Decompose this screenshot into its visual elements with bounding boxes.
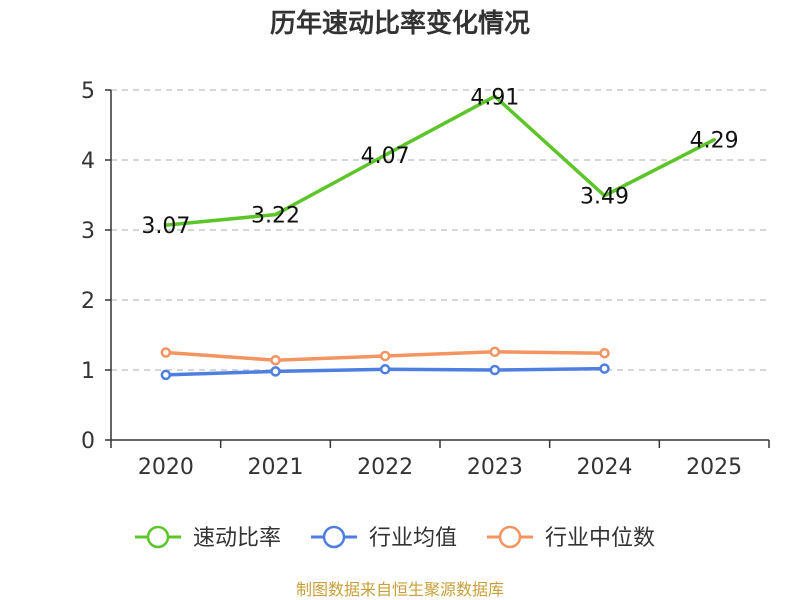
x-tick-label-2020: 2020 [138, 455, 194, 480]
legend-label-2: 行业中位数 [545, 526, 655, 551]
series-point-1-2 [379, 364, 391, 375]
series-point-1-4 [599, 363, 610, 374]
legend-item-2[interactable]: 行业中位数 [487, 525, 655, 551]
series-point-1-3 [489, 364, 501, 376]
y-tick-label: 3 [81, 219, 95, 244]
legend-label-1: 行业均值 [369, 526, 457, 551]
data-label-0-0: 3.07 [141, 214, 190, 239]
series-layer [160, 94, 716, 381]
ticks: 0 1 2 3 4 5 2020 2021 2022 2023 2024 2025 [81, 79, 770, 480]
series-point-2-2 [379, 350, 391, 362]
legend-marker-0 [146, 525, 170, 549]
chart-title: 历年速动比率变化情况 [270, 8, 530, 39]
x-tick-label-2023: 2023 [467, 455, 523, 480]
data-label-0-5: 4.29 [690, 129, 739, 154]
series-point-2-3 [489, 346, 501, 358]
legend-marker-1 [322, 525, 346, 549]
y-tick-label: 4 [81, 149, 95, 174]
series-point-1-1 [270, 366, 281, 377]
legend-marker-2 [498, 525, 522, 549]
data-label-0-4: 3.49 [580, 185, 629, 210]
series-line-0 [164, 94, 716, 227]
series-point-2-4 [599, 347, 610, 359]
x-tick-label-2024: 2024 [577, 455, 633, 480]
y-tick-label: 2 [81, 289, 95, 314]
grid-lines [111, 89, 769, 371]
axes [110, 90, 769, 441]
legend[interactable]: 速动比率 行业均值 行业中位数 [135, 525, 655, 551]
data-label-0-3: 4.91 [470, 85, 519, 110]
x-tick-label-2021: 2021 [248, 455, 304, 480]
legend-label-0: 速动比率 [193, 526, 281, 551]
x-tick-label-2022: 2022 [357, 455, 413, 480]
y-tick-label: 1 [81, 359, 95, 384]
data-label-0-2: 4.07 [361, 144, 410, 169]
data-labels: 3.07 3.22 4.07 4.91 3.49 4.29 [141, 85, 738, 239]
data-label-0-1: 3.22 [251, 204, 300, 229]
series-point-2-0 [160, 347, 172, 358]
source-footer: 制图数据来自恒生聚源数据库 [296, 580, 504, 599]
series-point-1-0 [160, 369, 172, 381]
y-tick-label: 0 [81, 429, 95, 454]
legend-item-1[interactable]: 行业均值 [311, 525, 457, 551]
legend-item-0[interactable]: 速动比率 [135, 525, 281, 551]
y-tick-label: 5 [81, 79, 95, 104]
x-tick-label-2025: 2025 [686, 455, 742, 480]
series-point-2-1 [270, 354, 281, 366]
